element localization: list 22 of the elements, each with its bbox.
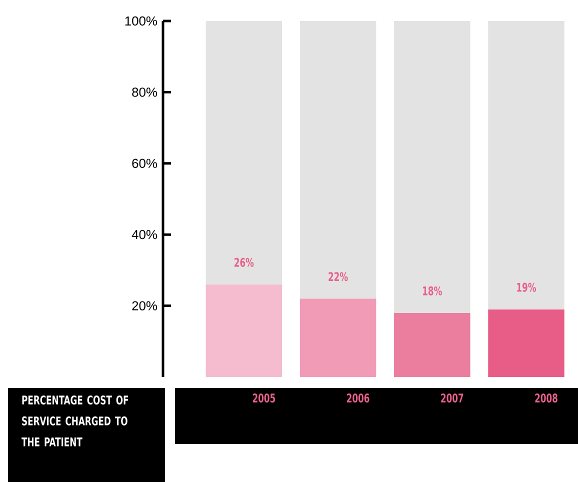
bar [300, 20, 376, 299]
bar [206, 20, 282, 284]
x-tick-label: 2006 [347, 394, 370, 403]
x-tick-label: 2005 [252, 394, 276, 403]
bar [394, 20, 470, 313]
y-tick-label: 80% [132, 88, 158, 97]
data-label: 22% [328, 272, 348, 282]
bar [488, 20, 564, 310]
x-tick-label: 2007 [441, 394, 464, 403]
bar [206, 284, 282, 377]
y-tick-label: 60% [132, 158, 158, 168]
data-label: 19% [517, 282, 536, 292]
y-tick-label: 100% [125, 16, 158, 26]
data-label: 26% [234, 258, 254, 267]
bar [300, 298, 376, 377]
text: PERCENTAGE COST OF SERVICE CHARGED TO THE PATIENT [22, 396, 128, 446]
bar [394, 312, 470, 377]
y-tick-label: 20% [132, 301, 158, 310]
bar [488, 309, 564, 377]
x-tick-label: 2008 [535, 394, 558, 403]
y-tick-label: 40% [132, 230, 158, 240]
data-label: 18% [423, 286, 442, 296]
